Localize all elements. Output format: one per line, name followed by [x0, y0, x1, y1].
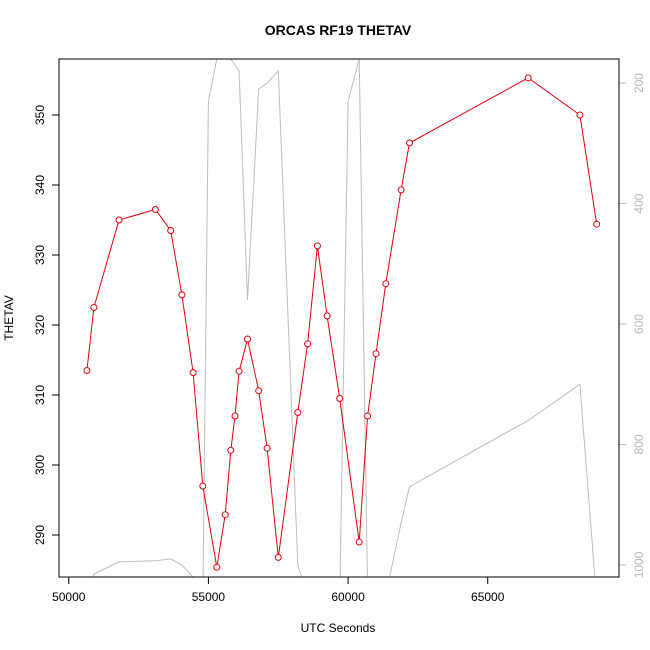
data-point	[221, 511, 229, 519]
data-point	[263, 444, 271, 452]
data-point	[115, 216, 123, 224]
x-tick-label: 65000	[471, 590, 505, 604]
data-point	[355, 538, 363, 546]
y2-tick-label: 200	[632, 73, 646, 93]
data-point	[274, 553, 282, 561]
data-point	[213, 563, 221, 571]
data-point	[178, 291, 186, 299]
data-point	[364, 412, 372, 420]
y-tick-label: 320	[33, 315, 47, 335]
series-layer	[83, 59, 601, 577]
data-point	[313, 242, 321, 250]
y-tick-label: 300	[33, 455, 47, 475]
data-point	[255, 387, 263, 395]
secondary-series-line	[92, 59, 596, 577]
y-tick-label: 350	[33, 105, 47, 125]
x-tick-label: 60000	[331, 590, 365, 604]
data-point	[90, 304, 98, 311]
chart-title: ORCAS RF19 THETAV	[265, 22, 412, 38]
data-point	[294, 409, 302, 416]
data-point	[231, 412, 239, 420]
data-point	[189, 369, 197, 377]
x-axis-label: UTC Seconds	[301, 621, 376, 635]
data-point	[151, 206, 159, 213]
data-point	[235, 367, 243, 375]
data-point	[167, 227, 175, 234]
data-point	[397, 186, 405, 194]
y-tick-label: 290	[33, 525, 47, 545]
axes-layer: 50000 55000 60000 65000 290 300 310 320 330 340 35…	[33, 73, 646, 604]
data-point	[406, 139, 413, 147]
y-axis-label: THETAV	[2, 295, 16, 341]
data-point	[244, 335, 251, 343]
data-point	[336, 395, 344, 402]
x-tick-label: 55000	[192, 590, 226, 604]
data-point	[83, 367, 91, 374]
data-point	[227, 446, 235, 454]
y-tick-label: 310	[33, 385, 47, 405]
y2-tick-label: 1000	[632, 551, 646, 578]
data-point	[323, 312, 331, 320]
data-point	[524, 74, 532, 82]
x-tick-label: 50000	[52, 590, 86, 604]
data-point	[382, 280, 390, 288]
data-point	[576, 111, 584, 119]
plot-frame	[58, 58, 620, 578]
y-tick-label: 340	[33, 175, 47, 195]
data-point	[199, 482, 207, 490]
y2-tick-label: 400	[632, 193, 646, 213]
data-point	[304, 340, 312, 348]
y-tick-label: 330	[33, 245, 47, 265]
data-point	[372, 350, 380, 358]
data-point	[593, 220, 601, 228]
y2-tick-label: 800	[632, 434, 646, 454]
y2-tick-label: 600	[632, 314, 646, 334]
